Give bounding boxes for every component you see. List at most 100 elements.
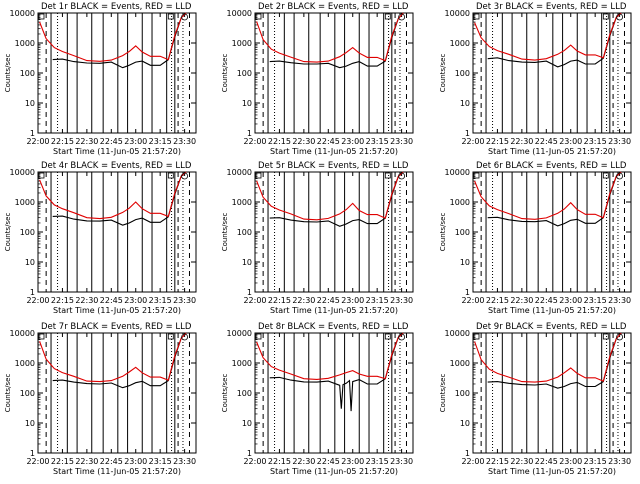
plot-frame xyxy=(255,13,413,133)
plot-frame xyxy=(473,172,631,292)
y-tick-label: 10 xyxy=(460,258,470,267)
corner-square-marker xyxy=(474,173,479,178)
y-axis-title: Counts/sec xyxy=(221,213,229,252)
x-tick-label: 23:00 xyxy=(559,457,582,466)
y-tick-label: 1 xyxy=(465,129,470,138)
corner-square-marker xyxy=(603,334,608,339)
corner-square-marker xyxy=(385,173,390,178)
x-tick-label: 23:15 xyxy=(149,137,172,146)
y-tick-label: 10 xyxy=(242,258,252,267)
x-tick-label: 23:15 xyxy=(584,137,607,146)
series-line-events xyxy=(270,333,404,411)
corner-square-marker xyxy=(39,334,44,339)
panel-title: Det 2r BLACK = Events, RED = LLD xyxy=(258,2,409,12)
x-tick-label: 23:00 xyxy=(124,296,147,305)
y-tick-label: 1 xyxy=(247,288,252,297)
y-tick-label: 1000 xyxy=(232,39,252,48)
y-tick-label: 10000 xyxy=(445,168,470,177)
y-tick-label: 1000 xyxy=(450,198,470,207)
x-tick-label: 22:00 xyxy=(26,457,49,466)
panel-title: Det 4r BLACK = Events, RED = LLD xyxy=(41,161,192,171)
corner-square-marker xyxy=(168,173,173,178)
plot-frame xyxy=(38,333,196,453)
x-tick-label: 23:00 xyxy=(559,137,582,146)
y-tick-label: 100 xyxy=(455,389,470,398)
series-line-events xyxy=(53,172,187,225)
x-tick-label: 22:15 xyxy=(51,137,74,146)
x-tick-label: 22:30 xyxy=(510,457,533,466)
y-tick-label: 1000 xyxy=(232,359,252,368)
y-tick-label: 1 xyxy=(30,449,35,458)
x-tick-label: 22:15 xyxy=(486,296,509,305)
y-tick-label: 100 xyxy=(237,389,252,398)
x-tick-label: 23:30 xyxy=(390,137,413,146)
x-tick-label: 22:30 xyxy=(75,457,98,466)
x-tick-label: 23:00 xyxy=(341,137,364,146)
y-tick-label: 10 xyxy=(242,419,252,428)
x-tick-label: 22:15 xyxy=(268,296,291,305)
series-line-lld xyxy=(40,333,187,382)
x-tick-label: 22:45 xyxy=(535,137,558,146)
series-line-lld xyxy=(475,13,622,60)
y-tick-label: 1 xyxy=(30,129,35,138)
x-tick-label: 22:00 xyxy=(461,296,484,305)
x-tick-label: 23:00 xyxy=(124,137,147,146)
y-tick-label: 1000 xyxy=(450,39,470,48)
x-axis-title: Start Time (11-Jun-05 21:57:20) xyxy=(53,306,181,315)
y-tick-label: 10 xyxy=(242,99,252,108)
corner-square-marker xyxy=(474,334,479,339)
corner-square-marker xyxy=(385,14,390,19)
y-tick-label: 1000 xyxy=(232,198,252,207)
x-tick-label: 22:00 xyxy=(461,457,484,466)
x-tick-label: 23:30 xyxy=(173,137,196,146)
corner-square-marker xyxy=(603,14,608,19)
y-tick-label: 10000 xyxy=(445,9,470,18)
plot-frame xyxy=(473,333,631,453)
y-axis-title: Counts/sec xyxy=(439,374,447,413)
x-tick-label: 22:00 xyxy=(243,457,266,466)
x-tick-label: 22:00 xyxy=(26,137,49,146)
panel-title: Det 8r BLACK = Events, RED = LLD xyxy=(258,322,409,332)
corner-square-marker xyxy=(39,173,44,178)
series-line-lld xyxy=(257,13,404,62)
x-tick-label: 22:30 xyxy=(75,137,98,146)
y-tick-label: 10 xyxy=(25,99,35,108)
x-tick-label: 22:45 xyxy=(317,296,340,305)
x-tick-label: 23:15 xyxy=(149,296,172,305)
x-tick-label: 22:15 xyxy=(486,137,509,146)
x-axis-title: Start Time (11-Jun-05 21:57:20) xyxy=(488,306,616,315)
y-tick-label: 10000 xyxy=(227,9,252,18)
x-tick-label: 22:30 xyxy=(292,296,315,305)
y-axis-title: Counts/sec xyxy=(4,213,12,252)
y-tick-label: 1000 xyxy=(15,39,35,48)
x-tick-label: 23:00 xyxy=(124,457,147,466)
x-tick-label: 22:45 xyxy=(100,137,123,146)
x-tick-label: 22:45 xyxy=(535,296,558,305)
series-line-lld xyxy=(257,172,404,220)
x-axis-title: Start Time (11-Jun-05 21:57:20) xyxy=(53,147,181,156)
x-tick-label: 23:15 xyxy=(584,457,607,466)
x-tick-label: 22:45 xyxy=(317,457,340,466)
x-tick-label: 23:15 xyxy=(584,296,607,305)
x-tick-label: 23:30 xyxy=(608,296,631,305)
y-tick-label: 10 xyxy=(460,419,470,428)
series-line-events xyxy=(488,172,622,226)
x-tick-label: 23:15 xyxy=(149,457,172,466)
x-tick-label: 23:30 xyxy=(390,296,413,305)
y-axis-title: Counts/sec xyxy=(439,54,447,93)
x-tick-label: 23:30 xyxy=(608,457,631,466)
y-tick-label: 1000 xyxy=(450,359,470,368)
x-tick-label: 23:00 xyxy=(341,457,364,466)
y-tick-label: 10000 xyxy=(10,329,35,338)
x-tick-label: 22:15 xyxy=(268,457,291,466)
plot-frame xyxy=(255,172,413,292)
corner-square-marker xyxy=(39,14,44,19)
x-tick-label: 22:45 xyxy=(100,296,123,305)
